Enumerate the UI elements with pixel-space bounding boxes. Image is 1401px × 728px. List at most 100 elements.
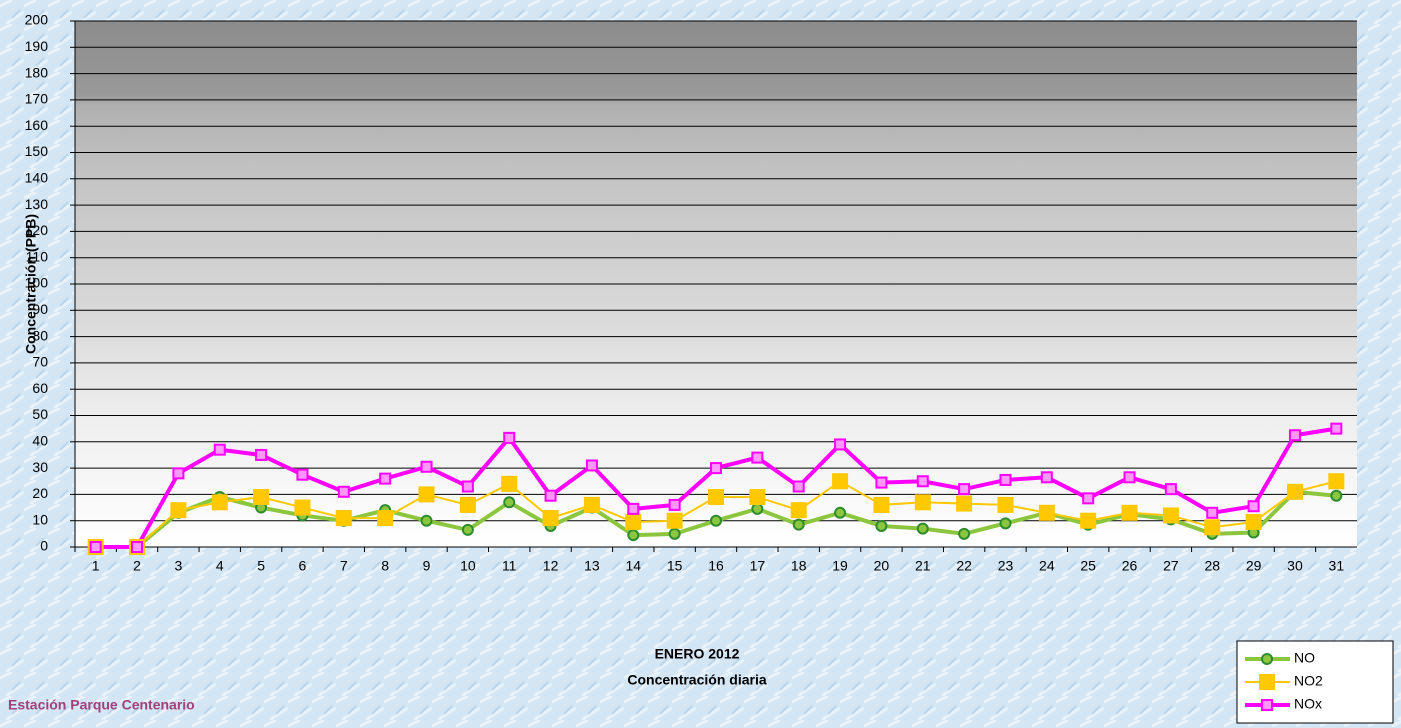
x-tick-label: 10 <box>460 558 476 574</box>
data-point <box>956 495 973 512</box>
data-point <box>503 496 516 509</box>
data-point <box>1080 512 1097 529</box>
y-tick-label: 80 <box>32 327 48 343</box>
data-point <box>294 499 311 516</box>
data-point <box>379 472 392 485</box>
data-point <box>875 476 888 489</box>
x-tick-label: 31 <box>1329 558 1345 574</box>
y-tick-label: 0 <box>40 538 48 554</box>
data-point <box>1245 514 1262 531</box>
x-tick-label: 5 <box>257 558 265 574</box>
data-point <box>1123 471 1136 484</box>
data-point <box>503 431 516 444</box>
data-point <box>834 438 847 451</box>
data-point <box>1082 492 1095 505</box>
x-tick-label: 3 <box>174 558 182 574</box>
data-point <box>792 480 805 493</box>
legend-marker <box>1261 653 1273 665</box>
data-point <box>253 489 270 506</box>
data-point <box>459 496 476 513</box>
x-tick-label: 20 <box>874 558 890 574</box>
y-tick-label: 70 <box>32 354 48 370</box>
data-point <box>131 541 144 553</box>
legend-marker <box>1259 674 1275 690</box>
x-tick-label: 17 <box>750 558 766 574</box>
x-tick-label: 7 <box>340 558 348 574</box>
legend-label: NO <box>1294 650 1315 666</box>
data-point <box>211 494 228 511</box>
x-tick-label: 11 <box>502 558 517 574</box>
x-tick-label: 13 <box>584 558 600 574</box>
data-point <box>583 496 600 513</box>
x-tick-label: 1 <box>92 558 100 574</box>
data-point <box>997 496 1014 513</box>
data-point <box>916 522 929 535</box>
data-point <box>916 475 929 488</box>
data-point <box>958 483 971 496</box>
data-point <box>296 468 309 481</box>
data-point <box>873 496 890 513</box>
data-point <box>461 480 474 493</box>
data-point <box>914 494 931 511</box>
data-point <box>958 527 971 540</box>
y-tick-label: 170 <box>25 91 49 107</box>
y-tick-label: 20 <box>32 485 48 501</box>
data-point <box>585 459 598 472</box>
y-tick-label: 100 <box>25 275 49 291</box>
legend-marker <box>1261 699 1273 711</box>
data-point <box>213 443 226 456</box>
data-point <box>627 529 640 542</box>
x-tick-label: 29 <box>1246 558 1262 574</box>
y-tick-label: 120 <box>25 222 49 238</box>
data-point <box>420 514 433 527</box>
data-point <box>832 473 849 490</box>
data-point <box>1328 473 1345 490</box>
data-point <box>1288 429 1301 442</box>
data-point <box>751 451 764 464</box>
station-label: Estación Parque Centenario <box>8 697 195 713</box>
data-point <box>461 523 474 536</box>
data-point <box>420 460 433 473</box>
x-tick-label: 6 <box>299 558 307 574</box>
data-point <box>1162 507 1179 524</box>
data-point <box>1204 519 1221 536</box>
data-point <box>1286 483 1303 500</box>
data-point <box>790 502 807 519</box>
data-point <box>418 486 435 503</box>
data-point <box>170 502 187 519</box>
x-tick-label: 4 <box>216 558 224 574</box>
y-tick-label: 10 <box>32 511 48 527</box>
data-point <box>542 510 559 527</box>
x-tick-label: 8 <box>381 558 389 574</box>
data-point <box>666 512 683 529</box>
x-tick-label: 24 <box>1039 558 1055 574</box>
data-point <box>627 502 640 515</box>
y-tick-label: 110 <box>26 248 49 264</box>
y-tick-label: 40 <box>32 433 48 449</box>
chart-title: ENERO 2012 <box>655 646 740 662</box>
x-tick-label: 25 <box>1080 558 1096 574</box>
y-tick-label: 150 <box>25 143 49 159</box>
chart-subtitle: Concentración diaria <box>627 672 766 688</box>
data-point <box>377 510 394 527</box>
data-point <box>999 517 1012 530</box>
data-point <box>708 489 724 506</box>
data-point <box>89 541 102 553</box>
x-tick-label: 12 <box>543 558 559 574</box>
y-tick-label: 130 <box>25 196 49 212</box>
y-tick-label: 30 <box>32 459 48 475</box>
data-point <box>337 485 350 498</box>
data-point <box>1038 504 1055 521</box>
data-point <box>668 527 681 540</box>
y-tick-label: 140 <box>25 170 49 186</box>
data-point <box>999 473 1012 486</box>
data-point <box>1164 483 1177 496</box>
x-tick-label: 2 <box>133 558 141 574</box>
x-tick-label: 28 <box>1204 558 1220 574</box>
legend-label: NOx <box>1294 696 1322 712</box>
y-tick-label: 50 <box>32 406 48 422</box>
data-point <box>1330 422 1343 435</box>
data-point <box>710 514 722 527</box>
x-tick-label: 9 <box>423 558 431 574</box>
